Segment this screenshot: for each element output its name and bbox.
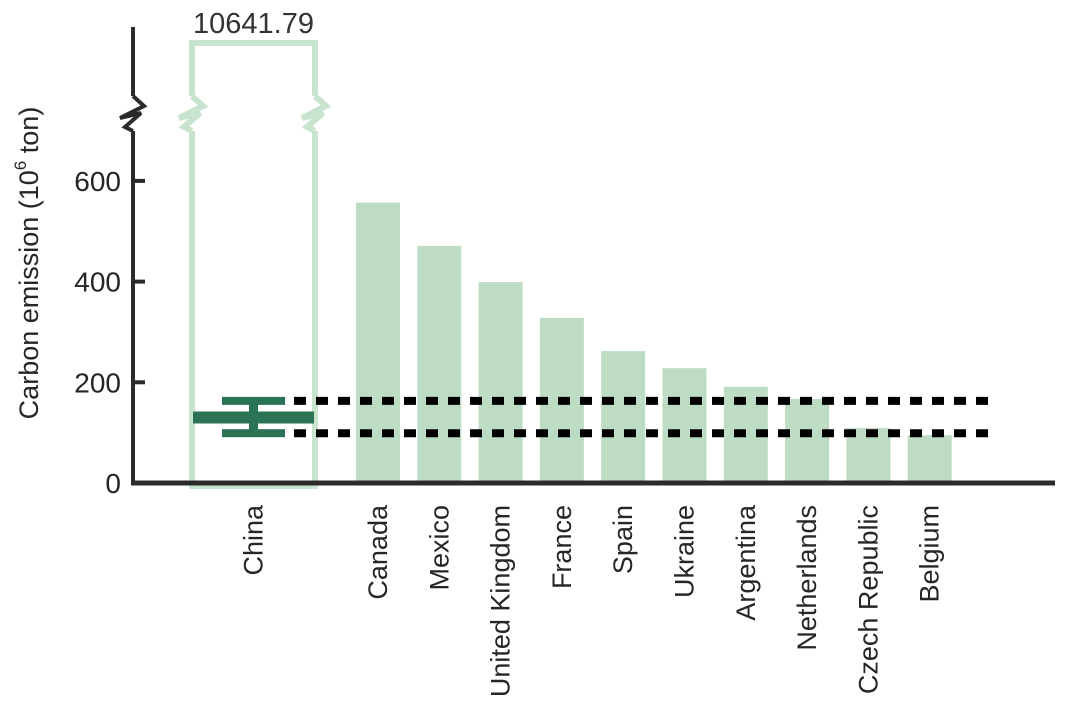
y-tick-label-200: 200 [74, 367, 121, 398]
bar-united-kingdom [478, 282, 523, 483]
y-axis [119, 27, 148, 483]
y-tick-label-400: 400 [74, 267, 121, 298]
y-axis-break-mark [119, 94, 148, 133]
china-bar-right-break-mark [300, 93, 332, 134]
x-tick-label-mexico: Mexico [424, 505, 454, 591]
y-axis-title: Carbon emission (106 ton) [11, 107, 44, 420]
china-error-bar [193, 396, 314, 438]
y-axis-title-suffix: ton) [14, 107, 44, 161]
bar-czech-republic [846, 428, 891, 483]
x-tick-label-ukraine: Ukraine [670, 505, 700, 598]
china-bar-broken-outline [177, 40, 332, 489]
bar-mexico [417, 245, 462, 483]
x-tick-label-spain: Spain [608, 505, 638, 574]
error-bar-mean-bar [193, 411, 314, 424]
x-tick-label-united-kingdom: United Kingdom [486, 505, 516, 697]
error-bar-upper-cap [222, 396, 285, 405]
x-tick-label-belgium: Belgium [915, 505, 945, 603]
bars-group [356, 202, 952, 483]
y-tick-label-600: 600 [74, 166, 121, 197]
bar-netherlands [785, 398, 830, 483]
bar-ukraine [662, 368, 707, 483]
x-tick-label-argentina: Argentina [731, 504, 761, 621]
x-tick-label-china: China [239, 504, 269, 576]
bar-canada [356, 202, 400, 483]
bar-spain [601, 351, 646, 483]
x-tick-label-czech-republic: Czech Republic [853, 505, 883, 694]
y-tick-label-0: 0 [105, 468, 121, 499]
x-tick-label-france: France [547, 505, 577, 589]
x-tick-label-netherlands: Netherlands [792, 505, 822, 651]
china-bar-left-break-mark [177, 93, 209, 134]
china-value-annotation: 10641.79 [193, 8, 314, 40]
bar-belgium [907, 435, 952, 483]
y-axis-title-superscript: 6 [11, 161, 30, 170]
error-bar-lower-cap [222, 429, 285, 438]
x-tick-label-canada: Canada [363, 504, 393, 600]
y-axis-title-prefix: Carbon emission (10 [14, 170, 44, 419]
